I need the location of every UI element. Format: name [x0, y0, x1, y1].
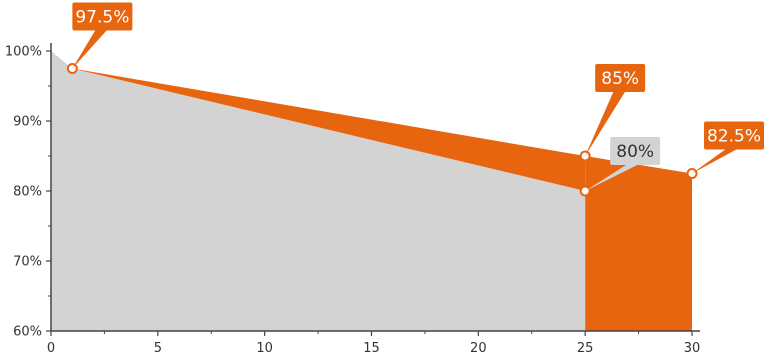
callout-label: 85%	[601, 69, 639, 89]
orange-band	[72, 68, 586, 191]
callout-box	[595, 64, 646, 92]
callout-label: 80%	[616, 142, 654, 162]
callout-orange: 85%	[585, 64, 646, 156]
callout-orange: 82.5%	[692, 121, 764, 174]
x-tick-label: 0	[47, 341, 55, 356]
y-tick-label: 100%	[5, 45, 42, 60]
callouts: 97.5% 85% 80% 82.5%	[72, 2, 764, 191]
chart-areas	[51, 51, 692, 331]
chart-axes: 60% 70% 80% 90% 100% 0 5 10 15 20 25 30	[5, 43, 700, 356]
y-tick-label: 70%	[13, 255, 42, 270]
callout-pointer	[585, 90, 627, 156]
callout-box	[610, 137, 661, 165]
callout-pointer	[692, 147, 740, 174]
x-tick-label: 15	[363, 341, 380, 356]
x-tick-label: 10	[256, 341, 273, 356]
callout-label: 97.5%	[75, 8, 129, 28]
y-tick-label: 80%	[13, 185, 42, 200]
callout-box	[704, 121, 764, 150]
x-tick-label: 25	[577, 341, 594, 356]
callout-pointer	[585, 163, 642, 191]
callout-label: 82.5%	[707, 127, 761, 147]
callout-pointer	[72, 28, 109, 69]
callout-orange: 97.5%	[72, 2, 133, 69]
y-tick-label: 90%	[13, 115, 42, 130]
x-tick-label: 20	[470, 341, 487, 356]
x-tick-label: 30	[684, 341, 701, 356]
callout-gray: 80%	[585, 137, 661, 191]
gray-area	[51, 51, 586, 331]
y-tick-label: 60%	[13, 325, 42, 340]
x-tick-label: 5	[154, 341, 162, 356]
callout-box	[72, 2, 133, 31]
orange-area	[585, 156, 692, 331]
